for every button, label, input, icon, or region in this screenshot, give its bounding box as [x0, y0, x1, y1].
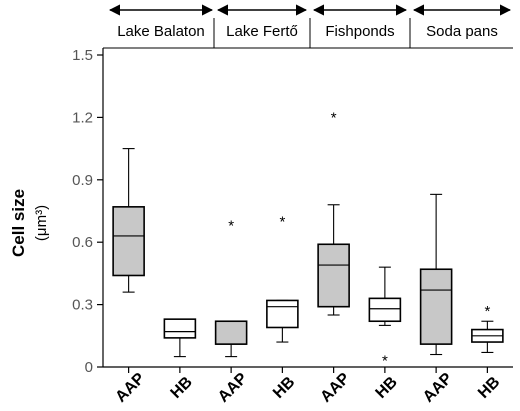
y-axis-title: Cell size (μm³) — [9, 189, 50, 257]
y-tick-label: 1.5 — [72, 47, 93, 64]
x-tick-label: HB — [373, 374, 401, 402]
y-axis-unit-label: (μm³) — [33, 205, 50, 241]
x-tick-label: AAP — [215, 370, 251, 406]
x-tick-label: AAP — [420, 370, 456, 406]
box-iqr — [266, 299, 299, 329]
outlier-marker: * — [331, 109, 337, 126]
outlier-marker: * — [279, 213, 285, 230]
group-label: Fishponds — [325, 23, 394, 40]
group-label: Soda pans — [426, 23, 498, 40]
y-axis-label: Cell size — [9, 189, 28, 257]
y-tick-label: 1.2 — [72, 109, 93, 126]
group-label: Lake Fertő — [226, 23, 298, 40]
outlier-marker: * — [382, 353, 388, 370]
y-tick-label: 0.3 — [72, 297, 93, 314]
x-tick-label: HB — [270, 374, 298, 402]
outlier-marker: * — [484, 303, 490, 320]
y-tick-label: 0.9 — [72, 172, 93, 189]
box-iqr — [419, 268, 453, 345]
x-tick-label: HB — [168, 374, 196, 402]
box-hb-6: * — [368, 266, 402, 370]
y-tick-label: 0 — [85, 359, 93, 376]
boxes: * * * * * — [112, 109, 504, 370]
group-headers: Lake Balaton Lake Fertő Fishponds Soda pans — [103, 4, 513, 49]
group-label: Lake Balaton — [117, 23, 205, 40]
box-iqr — [317, 243, 350, 308]
box-iqr — [214, 320, 248, 345]
box-aap-3: * — [214, 217, 248, 358]
x-tick-label: HB — [475, 374, 503, 402]
outlier-marker: * — [228, 217, 234, 234]
x-axis: AAP HB AAP HB AAP HB AAP HB — [103, 366, 513, 406]
box-iqr — [163, 318, 197, 339]
box-aap-1 — [112, 148, 145, 293]
y-tick-label: 0.6 — [72, 234, 93, 251]
box-iqr — [112, 206, 145, 277]
box-hb-8: * — [471, 303, 504, 353]
y-axis: 0 0.3 0.6 0.9 1.2 1.5 — [72, 47, 104, 376]
box-hb-4: * — [266, 213, 299, 343]
box-aap-5: * — [317, 109, 350, 316]
x-tick-label: AAP — [317, 370, 353, 406]
box-iqr — [368, 297, 402, 323]
box-hb-2 — [163, 318, 197, 358]
x-tick-label: AAP — [112, 370, 148, 406]
box-aap-7 — [419, 193, 453, 356]
